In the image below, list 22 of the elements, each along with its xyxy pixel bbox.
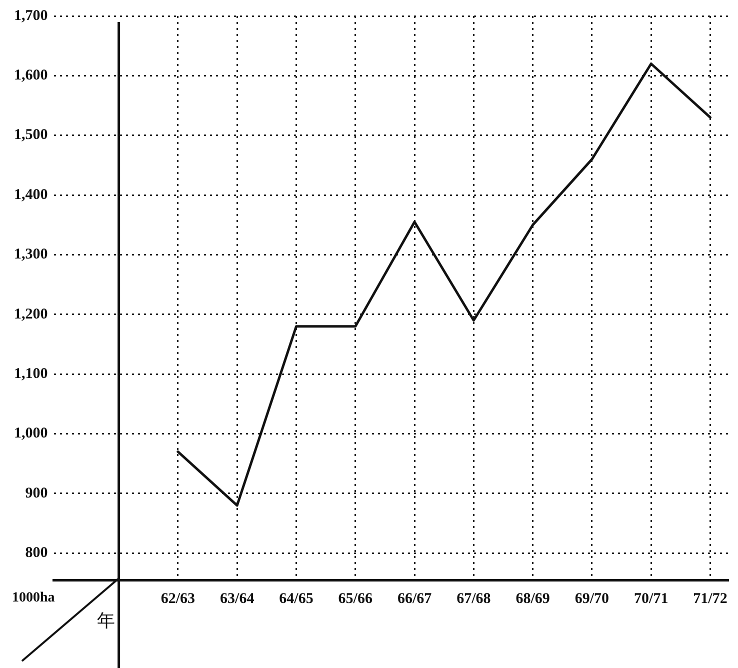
y-tick-label: 1,000: [14, 426, 48, 442]
y-tick-label: 1,400: [14, 186, 48, 203]
x-tick-label: 66/67: [397, 590, 432, 607]
x-tick-label: 64/65: [279, 590, 314, 607]
x-tick-label: 63/64: [220, 590, 255, 607]
x-tick-label: 65/66: [338, 590, 373, 607]
x-tick-label: 71/72: [693, 590, 728, 607]
y-axis-title: 1000ha: [12, 590, 55, 606]
x-tick-label: 67/68: [456, 590, 491, 607]
x-tick-label: 69/70: [574, 590, 610, 607]
x-axis-title: 年: [96, 610, 115, 632]
x-tick-label: 70/71: [634, 590, 668, 607]
y-tick-label: 900: [25, 485, 48, 502]
y-tick-label: 1,200: [14, 306, 48, 322]
y-tick-label: 800: [25, 545, 48, 562]
x-tick-label: 62/63: [160, 590, 196, 607]
y-tick-label: 1,500: [14, 127, 48, 144]
x-tick-label: 68/69: [516, 590, 550, 607]
y-tick-label: 1,100: [14, 366, 48, 382]
y-tick-label: 1,300: [14, 246, 48, 263]
y-tick-label: 1,700: [14, 8, 48, 24]
y-tick-label: 1,600: [14, 68, 48, 84]
